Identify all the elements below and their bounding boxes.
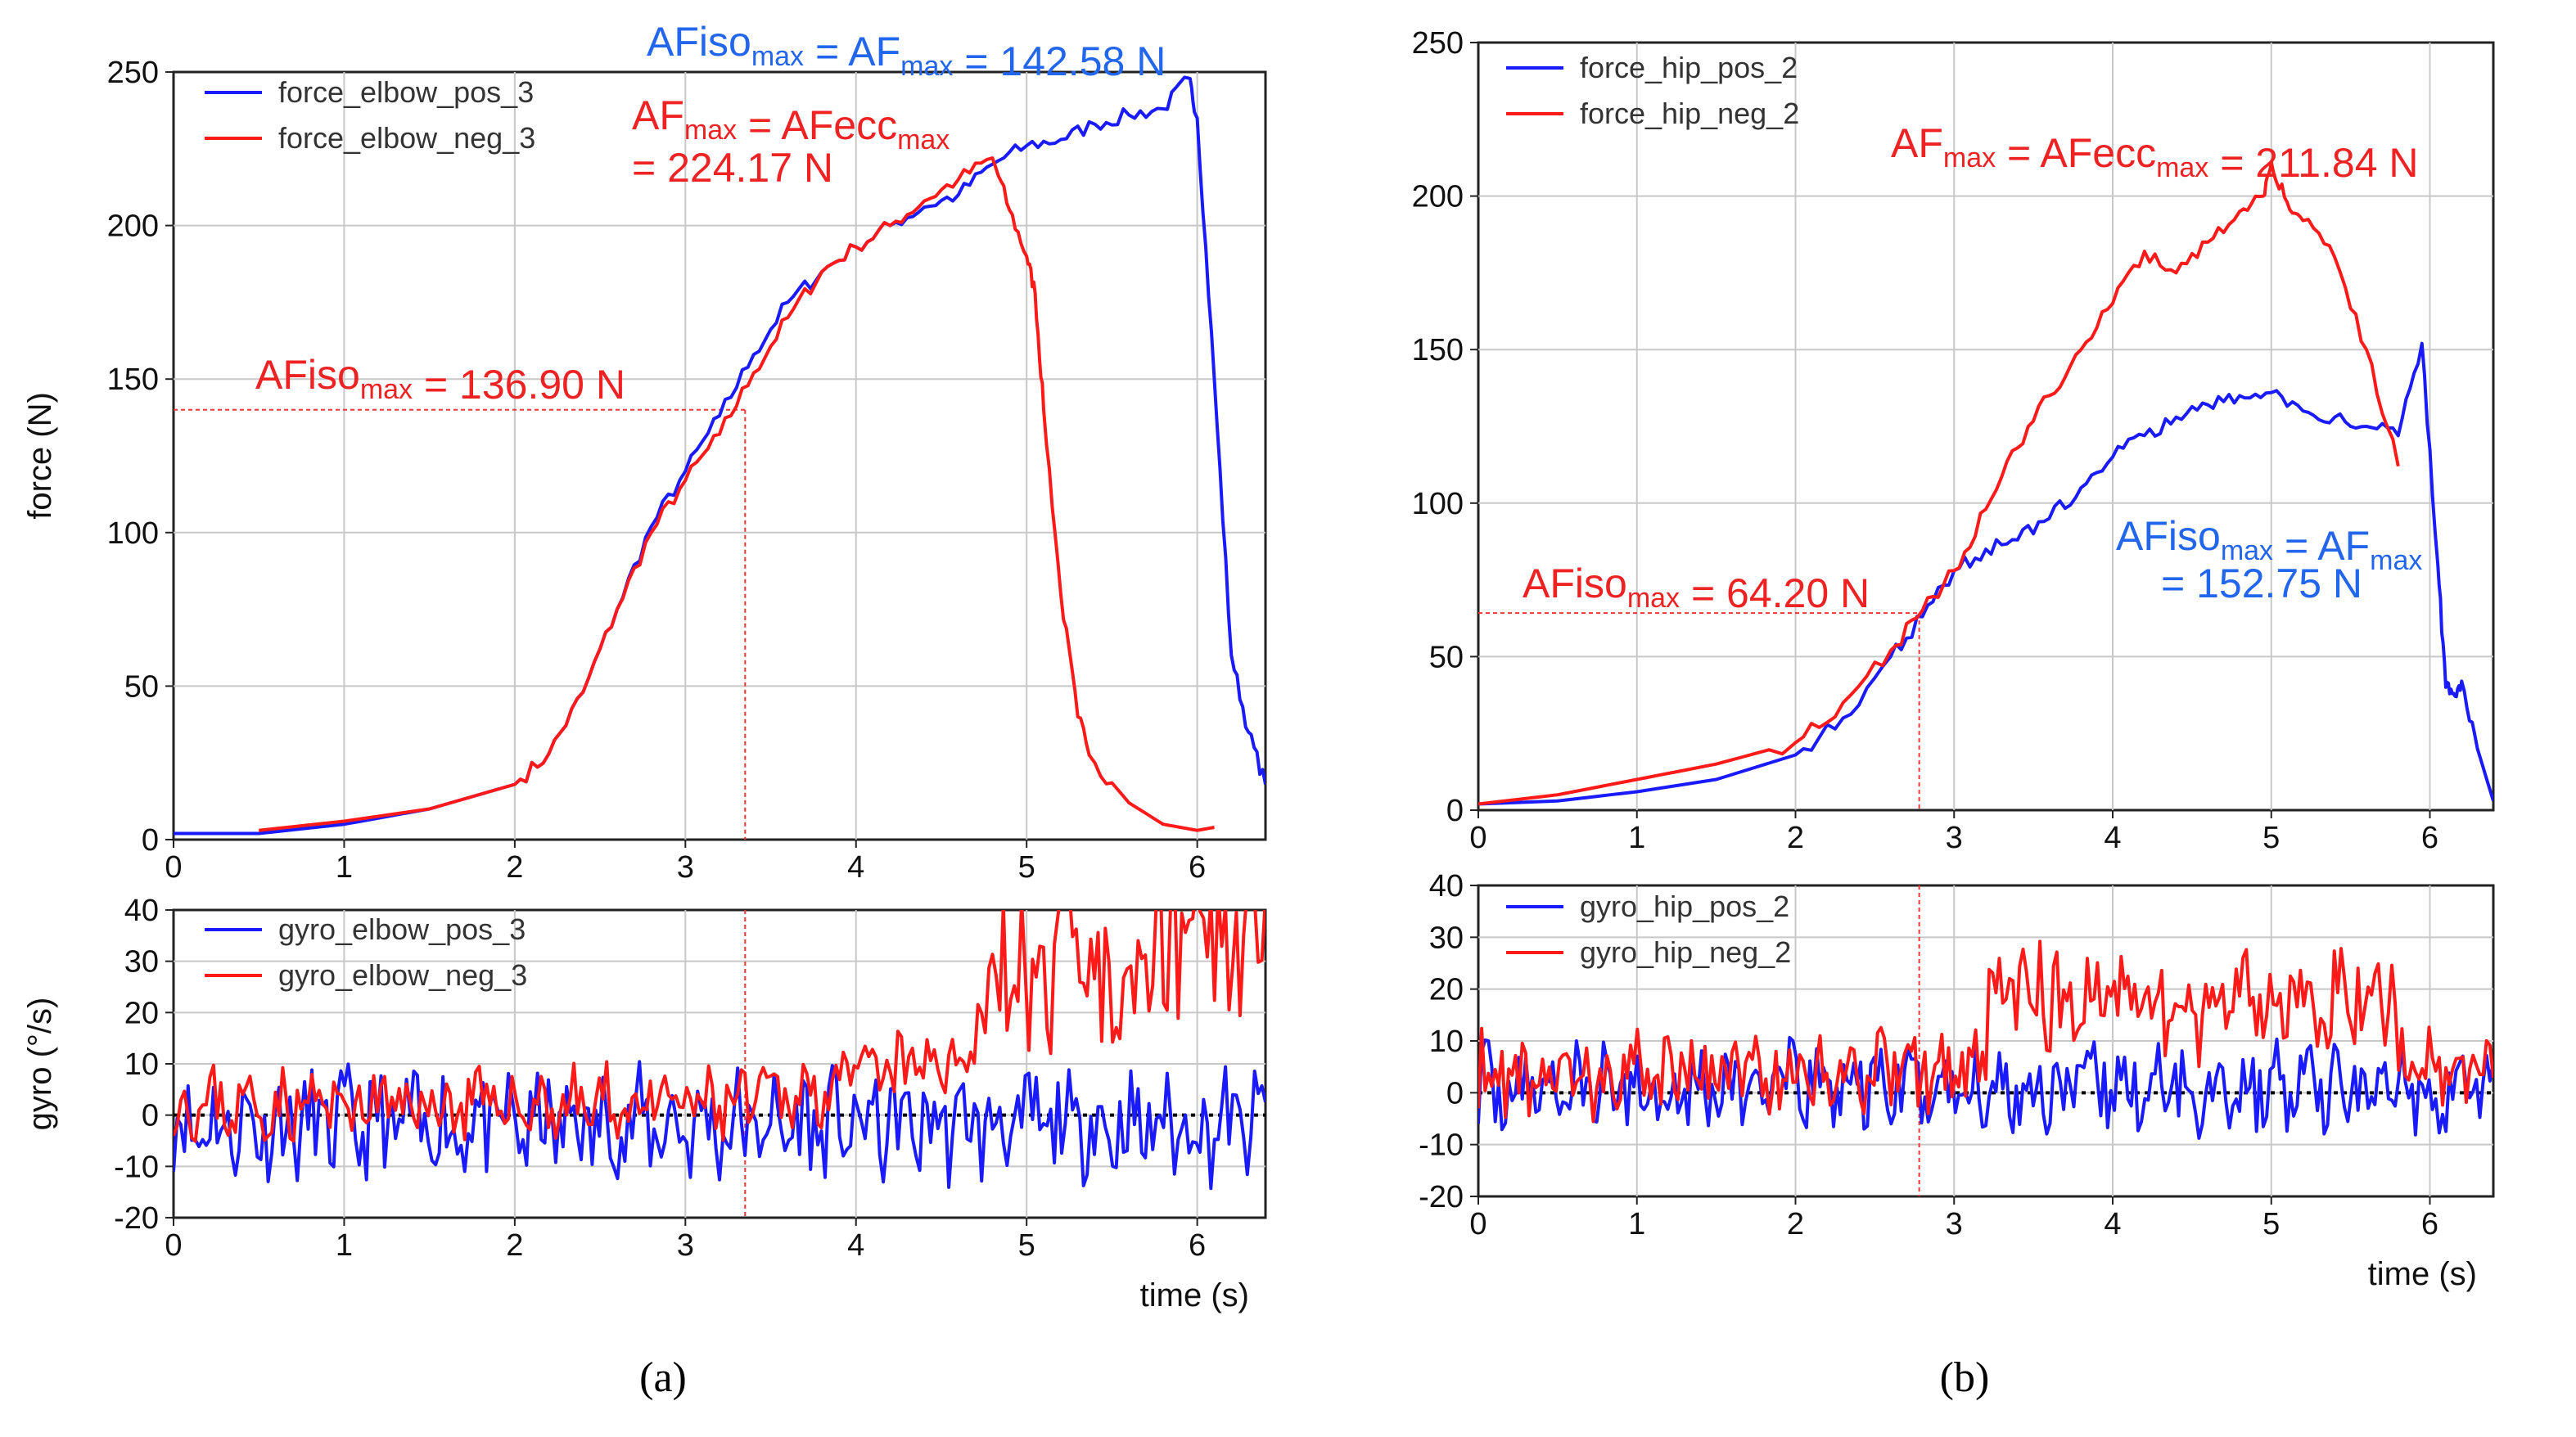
y-tick-label: 30 bbox=[124, 945, 159, 980]
x-tick-label: 6 bbox=[1189, 850, 1206, 885]
y-tick-label: 150 bbox=[1412, 333, 1464, 367]
x-tick-label: 4 bbox=[2104, 1207, 2121, 1241]
x-tick-label: 5 bbox=[1018, 1228, 1035, 1263]
x-tick-label: 3 bbox=[1946, 1207, 1963, 1241]
legend-label: force_elbow_pos_3 bbox=[278, 75, 534, 109]
x-tick-label: 5 bbox=[1018, 850, 1035, 885]
x-axis-label: time (s) bbox=[2368, 1256, 2477, 1292]
panel-b-gyro-chart: 0 1 2 3 4 5 6 -20 -10 0 10 20 30 40 time (s) gyro_hip_p… bbox=[1419, 869, 2495, 1292]
plot-area bbox=[1477, 41, 2495, 812]
x-tick-label: 4 bbox=[2104, 821, 2121, 855]
annotation-label: AFisomax = 136.90 N bbox=[255, 352, 625, 408]
legend-label: gyro_elbow_pos_3 bbox=[278, 912, 526, 946]
x-tick-label: 3 bbox=[1946, 821, 1963, 855]
x-tick-label: 4 bbox=[847, 1228, 864, 1263]
x-tick-label: 2 bbox=[506, 1228, 523, 1263]
annotation-label: AFisomax = 64.20 N bbox=[1523, 561, 1870, 616]
legend-label: gyro_elbow_neg_3 bbox=[278, 958, 527, 992]
x-tick-label: 2 bbox=[506, 850, 523, 885]
annotation-label: AFmax = AFeccmax bbox=[632, 92, 950, 155]
y-tick-label: 50 bbox=[1429, 640, 1464, 674]
annotation-label: AFisomax = AFmax = 142.58 N bbox=[647, 19, 1166, 84]
x-tick-label: 1 bbox=[336, 1228, 353, 1263]
x-tick-label: 2 bbox=[1787, 1207, 1804, 1241]
x-tick-label: 0 bbox=[1469, 1207, 1487, 1241]
y-tick-label: 100 bbox=[1412, 487, 1464, 521]
legend-label: force_elbow_neg_3 bbox=[278, 121, 535, 155]
y-tick-label: 0 bbox=[1446, 794, 1464, 828]
x-axis-label: time (s) bbox=[1140, 1277, 1249, 1313]
x-tick-label: 0 bbox=[165, 850, 182, 885]
x-tick-label: 2 bbox=[1787, 821, 1804, 855]
series-line-force_hip_pos_2 bbox=[1478, 341, 2493, 806]
legend-label: force_hip_neg_2 bbox=[1580, 97, 1799, 130]
x-tick-label: 5 bbox=[2262, 1207, 2280, 1241]
y-tick-label: -20 bbox=[114, 1201, 159, 1236]
y-axis-label: force (N) bbox=[22, 392, 58, 520]
caption-b: (b) bbox=[1940, 1354, 1990, 1401]
x-tick-label: 6 bbox=[2421, 821, 2438, 855]
y-tick-label: 10 bbox=[1429, 1025, 1464, 1059]
y-tick-label: 200 bbox=[1412, 180, 1464, 214]
y-tick-label: -10 bbox=[114, 1150, 159, 1184]
y-tick-label: 0 bbox=[1446, 1076, 1464, 1110]
panel-a-gyro-chart: 0 1 2 3 4 5 6 -20 -10 0 10 20 30 40 gyro (°/s) time (s)… bbox=[22, 894, 1267, 1313]
legend-label: gyro_hip_pos_2 bbox=[1580, 890, 1789, 923]
series-line-gyro_elbow_pos_3 bbox=[174, 1060, 1265, 1191]
y-tick-label: 40 bbox=[124, 894, 159, 928]
y-tick-label: 200 bbox=[107, 209, 159, 244]
y-tick-label: -20 bbox=[1419, 1180, 1464, 1214]
x-tick-label: 1 bbox=[1628, 1207, 1645, 1241]
annotation-label: = 224.17 N bbox=[632, 145, 833, 191]
series-line-force_elbow_neg_3 bbox=[258, 156, 1215, 832]
panel-b-force-chart: 0 1 2 3 4 5 6 0 50 100 150 200 250 force_hip_pos_2for… bbox=[1412, 26, 2495, 855]
x-tick-label: 1 bbox=[336, 850, 353, 885]
x-tick-label: 5 bbox=[2262, 821, 2280, 855]
y-tick-label: 30 bbox=[1429, 921, 1464, 955]
y-tick-label: 0 bbox=[142, 823, 159, 858]
y-tick-label: 40 bbox=[1429, 869, 1464, 903]
y-tick-label: 100 bbox=[107, 516, 159, 551]
y-axis-label: gyro (°/s) bbox=[22, 998, 58, 1131]
series-line-gyro_hip_neg_2 bbox=[1478, 939, 2493, 1124]
series-line-gyro_elbow_neg_3 bbox=[174, 910, 1265, 1143]
y-tick-label: 250 bbox=[1412, 26, 1464, 61]
y-tick-label: 10 bbox=[124, 1047, 159, 1082]
x-tick-label: 0 bbox=[1469, 821, 1487, 855]
y-tick-label: 250 bbox=[107, 56, 159, 90]
legend-label: gyro_hip_neg_2 bbox=[1580, 935, 1791, 969]
y-tick-label: 150 bbox=[107, 363, 159, 397]
x-tick-label: 0 bbox=[165, 1228, 182, 1263]
series-line-gyro_hip_pos_2 bbox=[1478, 1036, 2493, 1140]
x-tick-label: 6 bbox=[2421, 1207, 2438, 1241]
y-tick-label: 20 bbox=[1429, 973, 1464, 1007]
x-tick-label: 1 bbox=[1628, 821, 1645, 855]
plot-area bbox=[172, 70, 1267, 841]
y-tick-label: 0 bbox=[142, 1099, 159, 1133]
y-tick-label: 50 bbox=[124, 669, 159, 704]
y-tick-label: -10 bbox=[1419, 1128, 1464, 1163]
annotation-label: AFisomax = AFmax bbox=[2116, 513, 2422, 576]
x-tick-label: 3 bbox=[677, 850, 694, 885]
x-tick-label: 4 bbox=[847, 850, 864, 885]
x-tick-label: 6 bbox=[1189, 1228, 1206, 1263]
caption-a: (a) bbox=[639, 1354, 687, 1401]
y-tick-label: 20 bbox=[124, 996, 159, 1030]
annotation-label: AFmax = AFeccmax = 211.84 N bbox=[1891, 120, 2419, 186]
annotation-label: = 152.75 N bbox=[2161, 561, 2362, 606]
series-line-force_hip_neg_2 bbox=[1478, 160, 2400, 806]
legend-label: force_hip_pos_2 bbox=[1580, 51, 1798, 84]
x-tick-label: 3 bbox=[677, 1228, 694, 1263]
panel-a-force-chart: 0 1 2 3 4 5 6 0 50 100 150 200 250 force (N) force_elb… bbox=[22, 19, 1267, 885]
